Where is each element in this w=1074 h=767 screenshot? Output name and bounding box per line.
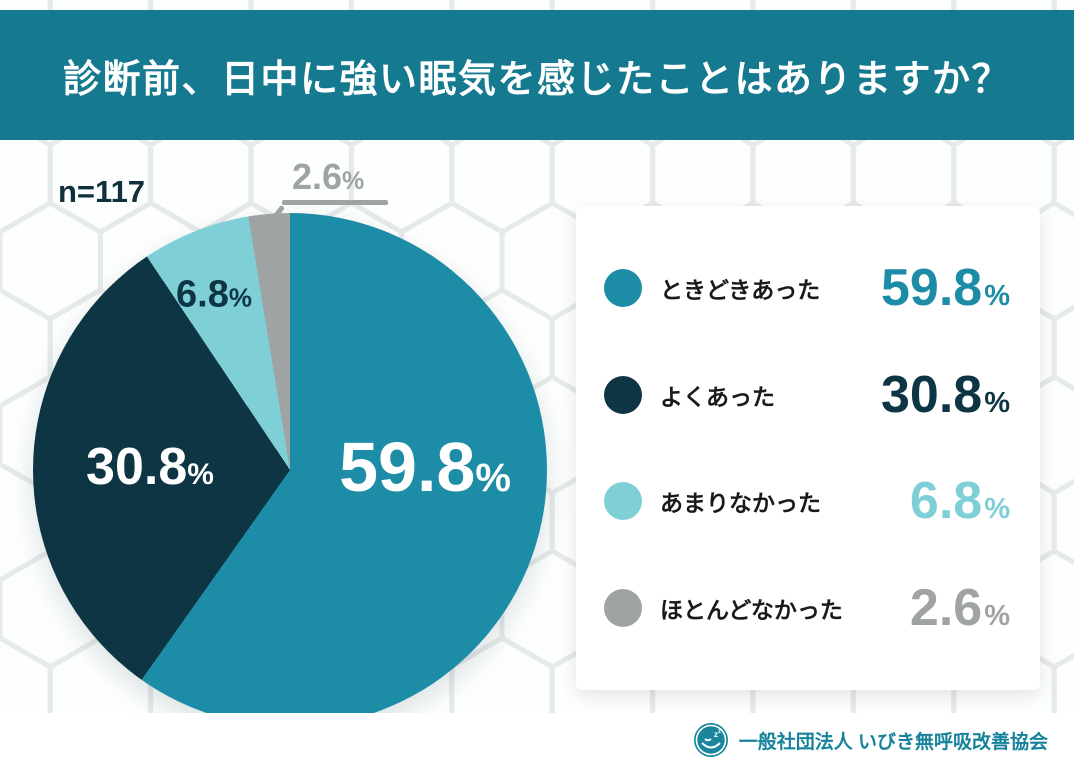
- pie-label-tokidoki: 59.8%: [339, 427, 511, 507]
- snore-org-logo-icon: z z: [693, 723, 728, 757]
- legend-label: あまりなかった: [660, 490, 821, 517]
- pie-label-value: 59.8: [339, 428, 476, 506]
- legend-card: ときどきあった 59.8% よくあった 30.8% あまりなかった 6.8% ほ…: [576, 206, 1040, 690]
- legend-value-number: 59.8: [880, 259, 983, 317]
- header: 診断前、日中に強い眠気を感じたことはありますか？: [0, 10, 1074, 140]
- legend-value: 6.8%: [910, 471, 1010, 531]
- legend-dot: [604, 588, 642, 627]
- footer: z z 一般社団法人 いびき無呼吸改善協会: [0, 713, 1074, 767]
- legend-item-hotondo: ほとんどなかった 2.6%: [604, 578, 1010, 638]
- legend-value: 2.6%: [910, 578, 1010, 638]
- legend-value: 59.8%: [881, 258, 1010, 318]
- pie-label-unit: %: [228, 282, 252, 313]
- pie-label-amari: 6.8%: [176, 274, 252, 317]
- legend-dot: [604, 269, 642, 307]
- legend-value-number: 6.8: [909, 472, 983, 531]
- pie-label-value: 6.8: [176, 273, 229, 316]
- legend-label: よくあった: [660, 383, 775, 410]
- pie-label-value: 30.8: [86, 438, 188, 496]
- svg-text:z: z: [718, 729, 721, 735]
- legend-label: ときどきあった: [660, 277, 821, 303]
- pie-label-value: 2.6: [292, 156, 343, 197]
- legend-item-tokidoki: ときどきあった 59.8%: [604, 258, 1010, 318]
- pie-chart: 59.8% 30.8% 6.8%: [33, 213, 547, 727]
- legend-dot: [604, 375, 642, 414]
- organization-name: 一般社団法人 いびき無呼吸改善協会: [738, 731, 1048, 753]
- legend-value-number: 2.6: [909, 578, 983, 637]
- sample-size-label: n=117: [58, 174, 146, 209]
- legend-value: 30.8%: [881, 365, 1010, 425]
- pie-label-hotondo: 2.6%: [282, 156, 402, 198]
- pie-callout-hotondo: 2.6%: [263, 156, 402, 231]
- page-title: 診断前、日中に強い眠気を感じたことはありますか？: [62, 58, 1011, 101]
- legend-item-yoku: よくあった 30.8%: [604, 365, 1010, 425]
- callout-underline: [282, 200, 388, 205]
- pie-label-yoku: 30.8%: [86, 437, 214, 497]
- pie-label-unit: %: [475, 456, 511, 500]
- svg-text:z: z: [714, 730, 718, 739]
- legend-label: ほとんどなかった: [660, 596, 843, 623]
- legend-value-unit: %: [984, 599, 1010, 632]
- legend-item-amari: あまりなかった 6.8%: [604, 471, 1010, 531]
- legend-dot: [604, 482, 642, 521]
- legend-value-unit: %: [984, 280, 1010, 312]
- legend-value-unit: %: [984, 493, 1010, 526]
- legend-value-number: 30.8: [880, 365, 983, 424]
- legend-value-unit: %: [984, 386, 1010, 419]
- pie-label-unit: %: [187, 458, 214, 491]
- pie-label-unit: %: [342, 167, 365, 195]
